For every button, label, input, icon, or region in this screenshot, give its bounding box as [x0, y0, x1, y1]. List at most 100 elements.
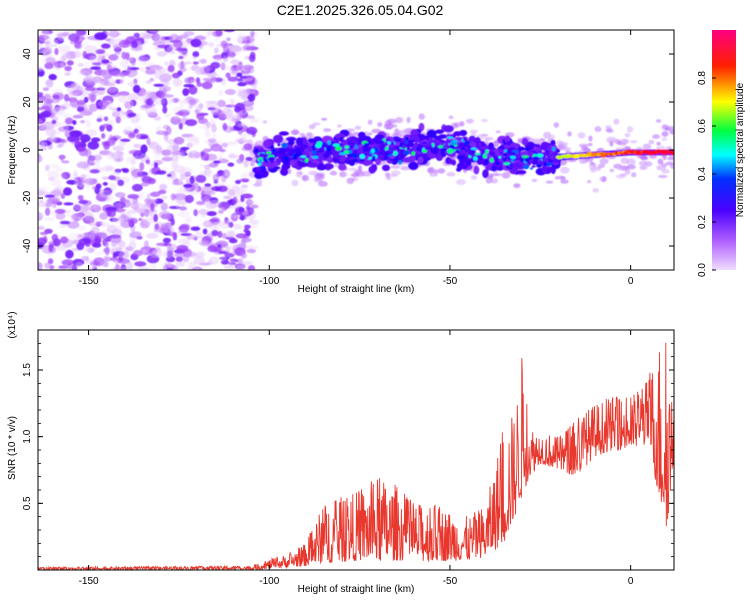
band-core — [444, 141, 449, 148]
halo-blob — [630, 140, 638, 144]
noise-blob — [226, 188, 231, 197]
noise-blob — [118, 250, 130, 259]
y-tick-label: 1.0 — [22, 429, 33, 443]
noise-blob — [228, 205, 237, 210]
noise-blob — [109, 183, 116, 192]
halo-blob — [657, 158, 664, 165]
band-core — [398, 160, 403, 165]
noise-blob — [103, 141, 110, 150]
x-tick-label: -100 — [259, 276, 279, 287]
noise-blob — [119, 267, 128, 270]
band-core — [296, 160, 303, 164]
noise-blob — [154, 223, 160, 230]
noise-blob — [234, 259, 239, 263]
noise-blob — [184, 216, 192, 224]
band-core — [306, 154, 310, 158]
noise-blob — [225, 112, 232, 117]
noise-blob — [153, 83, 165, 87]
noise-blob — [208, 199, 222, 208]
noise-blob — [115, 116, 122, 124]
noise-blob — [131, 168, 143, 178]
halo-blob — [606, 136, 617, 144]
noise-blob — [164, 226, 175, 234]
noise-blob — [127, 217, 138, 225]
noise-blob — [222, 123, 228, 131]
halo-blob — [483, 136, 494, 141]
noise-blob — [112, 145, 125, 152]
noise-blob — [38, 262, 43, 270]
noise-blob — [222, 195, 232, 200]
noise-blob — [147, 177, 156, 185]
noise-blob — [240, 132, 246, 140]
noise-blob — [128, 149, 142, 155]
noise-blob — [38, 153, 42, 163]
noise-blob — [149, 30, 163, 33]
band-blob — [368, 165, 376, 174]
noise-blob — [52, 188, 62, 197]
band-core — [446, 136, 454, 139]
band-core — [523, 147, 531, 151]
noise-blob — [80, 173, 92, 182]
halo-blob — [357, 165, 363, 172]
noise-blob — [92, 178, 98, 184]
noise-blob — [238, 207, 245, 213]
halo-blob — [452, 123, 459, 129]
band-core — [464, 146, 469, 150]
noise-blob — [55, 212, 66, 220]
noise-blob — [216, 43, 221, 48]
halo-blob — [642, 143, 652, 150]
y-tick-label: -20 — [22, 190, 33, 205]
halo-blob — [596, 166, 602, 171]
noise-blob — [87, 140, 100, 150]
band-core — [365, 147, 369, 152]
noise-blob — [92, 242, 102, 248]
halo-blob — [339, 171, 346, 178]
noise-blob — [45, 207, 51, 216]
noise-blob — [91, 137, 101, 143]
noise-blob — [77, 176, 82, 186]
noise-blob — [128, 241, 137, 250]
noise-blob — [45, 128, 56, 136]
noise-blob — [42, 87, 50, 91]
halo-blob — [287, 168, 292, 175]
noise-blob — [62, 187, 73, 196]
noise-blob — [237, 82, 247, 87]
halo-blob — [661, 131, 669, 137]
band-core — [258, 159, 263, 165]
noise-blob — [88, 155, 101, 164]
noise-blob — [85, 148, 92, 158]
noise-blob — [129, 231, 142, 239]
band-core — [311, 150, 317, 155]
noise-blob — [175, 261, 185, 267]
band-core — [254, 148, 259, 153]
noise-blob — [118, 141, 127, 147]
noise-blob — [108, 175, 116, 181]
halo-blob — [318, 180, 328, 187]
noise-blob — [78, 233, 90, 239]
noise-blob — [106, 151, 120, 160]
band-core — [401, 145, 407, 149]
noise-blob — [120, 138, 131, 142]
band-core — [365, 156, 369, 160]
noise-blob — [167, 173, 172, 177]
halo-blob — [661, 169, 670, 174]
noise-blob — [222, 56, 229, 63]
noise-blob — [97, 114, 105, 122]
noise-blob — [242, 64, 254, 70]
halo-blob — [348, 167, 358, 172]
band-blob — [348, 142, 355, 149]
noise-blob — [129, 72, 138, 76]
noise-blob — [195, 174, 207, 183]
noise-blob — [81, 256, 89, 261]
noise-blob — [145, 69, 156, 75]
noise-blob — [103, 116, 109, 122]
halo-blob — [400, 166, 410, 171]
noise-blob — [72, 114, 84, 119]
noise-blob — [171, 182, 185, 186]
spectrogram-y-ticks: -40 -20 0 20 40 — [22, 48, 674, 253]
noise-blob — [88, 231, 97, 241]
halo-blob — [371, 128, 382, 134]
noise-blob — [162, 87, 167, 97]
noise-blob — [156, 125, 162, 131]
snr-scale-label: (x10⁴) — [7, 311, 18, 338]
